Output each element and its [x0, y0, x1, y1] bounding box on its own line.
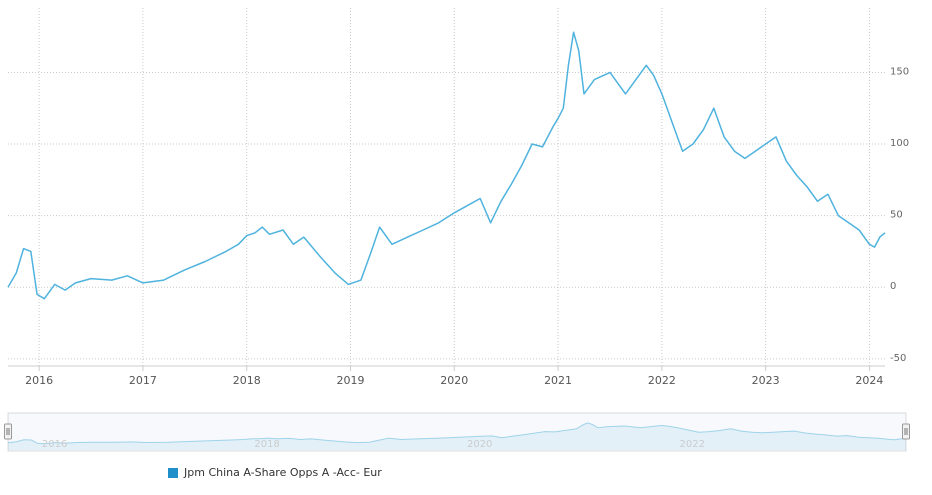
x-tick-label: 2018 — [233, 374, 261, 387]
navigator-handle[interactable] — [902, 423, 910, 440]
legend-label: Jpm China A-Share Opps A -Acc- Eur — [184, 466, 382, 479]
x-tick-label: 2020 — [440, 374, 468, 387]
legend[interactable]: Jpm China A-Share Opps A -Acc- Eur — [168, 466, 382, 479]
navigator-label: 2016 — [42, 439, 67, 450]
x-tick-label: 2021 — [544, 374, 572, 387]
x-tick-label: 2022 — [648, 374, 676, 387]
y-tick-label: 150 — [890, 66, 909, 77]
navigator-label: 2020 — [467, 439, 492, 450]
x-tick-label: 2016 — [25, 374, 53, 387]
y-tick-label: 100 — [890, 138, 909, 149]
navigator-line — [7, 422, 907, 445]
series-line — [7, 31, 886, 300]
navigator-handle[interactable] — [4, 423, 12, 440]
y-tick-label: 50 — [890, 210, 903, 221]
x-tick-label: 2023 — [752, 374, 780, 387]
navigator-area — [8, 422, 906, 450]
x-tick-label: 2017 — [129, 374, 157, 387]
navigator-label: 2022 — [680, 439, 705, 450]
x-tick-label: 2024 — [855, 374, 883, 387]
y-tick-label: -50 — [890, 353, 906, 364]
y-tick-label: 0 — [890, 281, 896, 292]
navigator-label: 2018 — [254, 439, 279, 450]
legend-swatch — [168, 467, 178, 478]
x-tick-label: 2019 — [336, 374, 364, 387]
